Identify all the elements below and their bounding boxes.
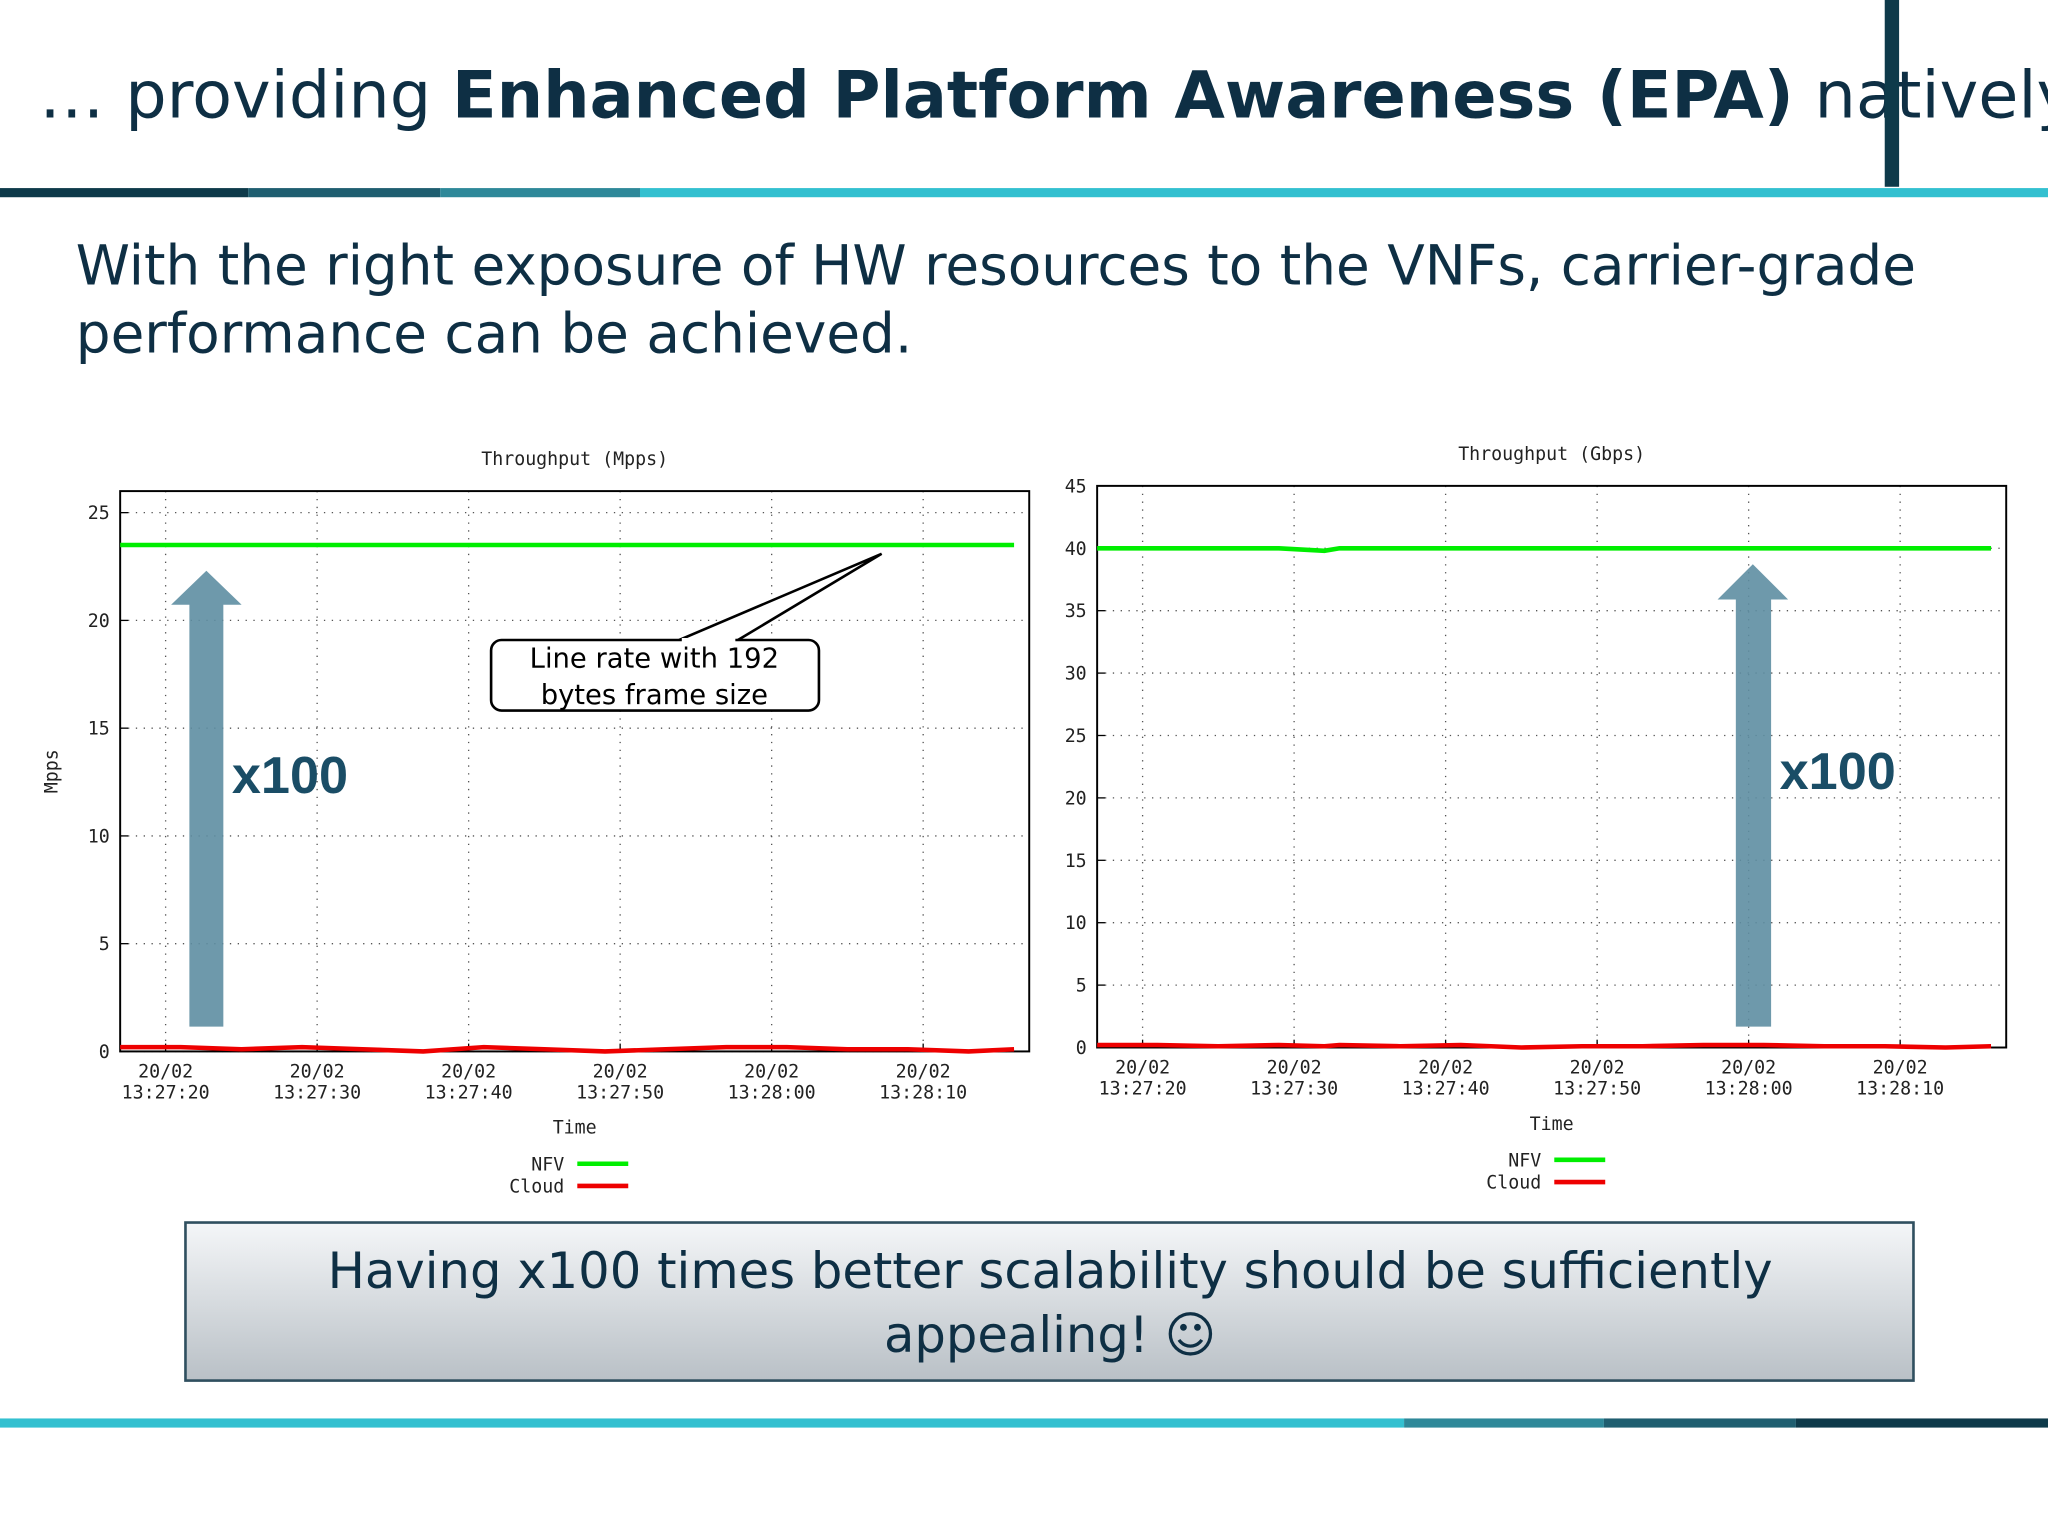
- body-text: With the right exposure of HW resources …: [76, 234, 1916, 298]
- y-tick-label: 10: [88, 826, 110, 847]
- annotation: x100: [1780, 743, 1896, 801]
- x-tick-label: 20/02 13:27:30: [1250, 1058, 1338, 1100]
- rule: [1795, 1418, 2048, 1428]
- x-axis-label: Time: [1530, 1114, 1574, 1135]
- x-axis-label: Time: [553, 1118, 597, 1139]
- x-tick-label: 20/02 13:27:50: [1553, 1058, 1641, 1100]
- series-line: [1097, 545, 1992, 554]
- y-tick-label: 25: [1065, 726, 1087, 747]
- x-tick-label: 20/02 13:27:20: [1099, 1058, 1187, 1100]
- y-axis-label: Mpps: [41, 749, 62, 793]
- chart-title: Throughput (Gbps): [1458, 444, 1645, 465]
- callout-text: bytes frame size: [541, 680, 768, 711]
- annotation: x100: [232, 747, 348, 805]
- rule: [0, 188, 249, 198]
- arrow: [1717, 564, 1789, 1027]
- title-part: natively…: [1794, 58, 2048, 134]
- chart-title: Throughput (Mpps): [481, 449, 668, 470]
- x-tick-label: 20/02 13:27:30: [273, 1062, 361, 1104]
- callout-pointer: [678, 552, 883, 642]
- y-tick-label: 5: [99, 934, 110, 955]
- header-bar: [1884, 0, 1900, 187]
- legend-label: NFV: [531, 1154, 564, 1175]
- rule: [248, 188, 441, 198]
- rule: [1404, 1418, 1604, 1428]
- y-tick-label: 0: [1076, 1038, 1087, 1059]
- x-tick-label: 20/02 13:28:00: [728, 1062, 816, 1104]
- y-tick-label: 40: [1065, 539, 1087, 560]
- footer-text: appealing! ☺: [884, 1306, 1216, 1364]
- legend-label: NFV: [1508, 1150, 1541, 1171]
- rule: [640, 188, 2048, 198]
- title-part: … providing: [39, 58, 452, 134]
- legend-label: Cloud: [509, 1176, 564, 1197]
- legend-label: Cloud: [1486, 1173, 1541, 1194]
- y-tick-label: 5: [1076, 976, 1087, 997]
- x-tick-label: 20/02 13:27:50: [576, 1062, 664, 1104]
- y-tick-label: 15: [1065, 851, 1087, 872]
- series-line: [1097, 1042, 1992, 1050]
- x-tick-label: 20/02 13:27:40: [425, 1062, 513, 1104]
- y-tick-label: 15: [88, 719, 110, 740]
- y-tick-label: 35: [1065, 601, 1087, 622]
- x-tick-label: 20/02 13:28:00: [1705, 1058, 1793, 1100]
- charts: Throughput (Mpps) 0 5 10 15 20 25 20/02 13:27:20…: [41, 444, 2008, 1197]
- y-tick-label: 45: [1065, 476, 1087, 497]
- arrow: [171, 570, 242, 1027]
- plot-area: [1097, 485, 2007, 1048]
- x-tick-label: 20/02 13:28:10: [879, 1062, 967, 1104]
- slide-title: … providing Enhanced Platform Awareness …: [39, 58, 2048, 134]
- x-tick-label: 20/02 13:28:10: [1856, 1058, 1944, 1100]
- x-tick-label: 20/02 13:27:20: [122, 1062, 210, 1104]
- y-tick-label: 10: [1065, 913, 1087, 934]
- rule: [1603, 1418, 1796, 1428]
- y-tick-label: 20: [1065, 788, 1087, 809]
- y-tick-label: 0: [99, 1042, 110, 1063]
- y-tick-label: 30: [1065, 664, 1087, 685]
- series-line: [120, 1044, 1015, 1054]
- plot-area: [120, 491, 1030, 1052]
- body-text: performance can be achieved.: [76, 302, 913, 366]
- y-tick-label: 20: [88, 611, 110, 632]
- callout-box: [489, 638, 821, 712]
- callout-text: Line rate with 192: [530, 643, 779, 674]
- title-bold: Enhanced Platform Awareness (EPA): [452, 58, 1794, 134]
- y-tick-label: 25: [88, 503, 110, 524]
- rule: [440, 188, 640, 198]
- x-tick-label: 20/02 13:27:40: [1402, 1058, 1490, 1100]
- rule: [0, 1418, 1405, 1428]
- footer-text: Having x100 times better scalability sho…: [328, 1242, 1773, 1300]
- footer-box: [184, 1221, 1915, 1382]
